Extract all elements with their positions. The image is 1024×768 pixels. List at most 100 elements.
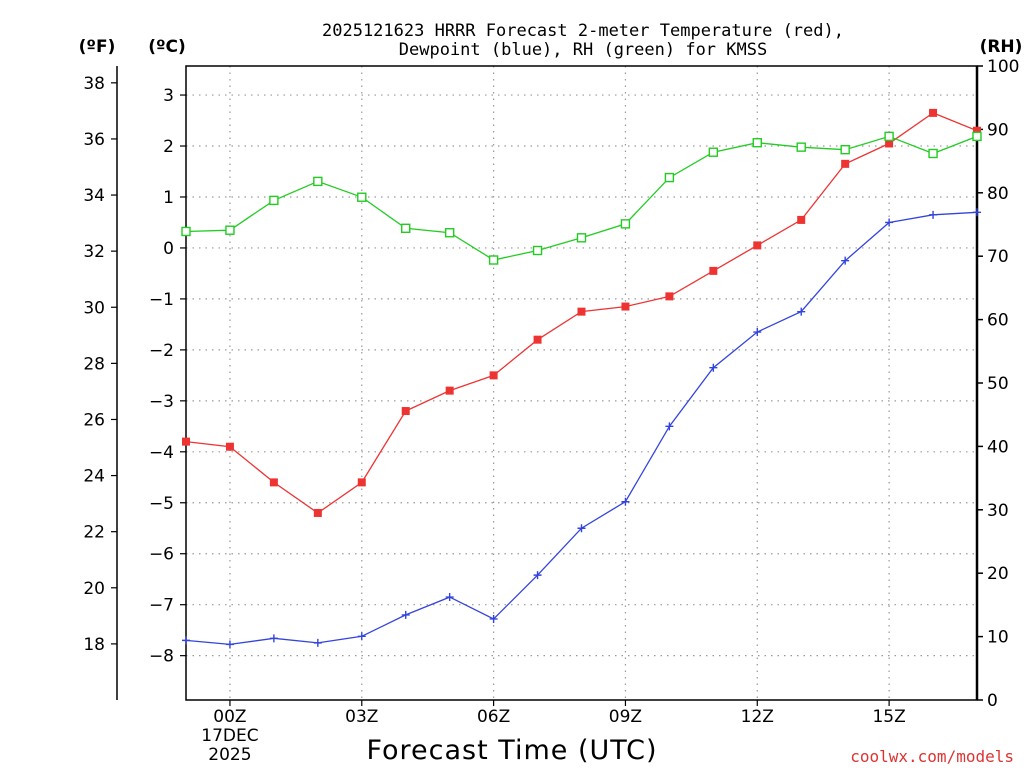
- dewpoint-point: [929, 210, 938, 219]
- celsius-tick-label: −3: [149, 392, 174, 412]
- dewpoint-point: [357, 632, 366, 641]
- 2-meter-temperature-point: [841, 159, 850, 168]
- rh-tick-label: 20: [987, 564, 1009, 584]
- dewpoint-point: [885, 218, 894, 227]
- dewpoint-point: [401, 610, 410, 619]
- rh-tick-label: 0: [987, 691, 998, 711]
- rh-point: [752, 138, 762, 148]
- rh-point: [488, 255, 499, 265]
- dewpoint-line: [185, 211, 978, 646]
- credit-link[interactable]: coolwx.com/models: [850, 747, 1014, 766]
- rh-tick-label: 40: [987, 437, 1009, 457]
- rh-point: [576, 233, 587, 243]
- x-tick-label: 15Z: [872, 707, 905, 727]
- rh-point: [884, 131, 894, 142]
- celsius-unit-label: (ºC): [148, 37, 186, 57]
- rh-point: [313, 176, 323, 187]
- 2-meter-temperature-point: [313, 508, 322, 517]
- rh-point: [269, 195, 279, 206]
- fahrenheit-tick-label: 34: [83, 186, 105, 206]
- celsius-tick-label: −5: [149, 494, 174, 514]
- celsius-tick-label: −7: [149, 596, 174, 616]
- dewpoint-point: [709, 363, 718, 372]
- fahrenheit-tick-label: 20: [83, 579, 105, 599]
- celsius-tick-label: 2: [163, 137, 174, 157]
- rh-point: [357, 192, 367, 202]
- 2-meter-temperature-point: [797, 215, 806, 224]
- 2-meter-temperature-point: [489, 371, 498, 380]
- x-tick-label: 03Z: [345, 707, 378, 727]
- rh-unit-label: (RH): [980, 37, 1023, 57]
- fahrenheit-unit-label: (ºF): [79, 37, 116, 57]
- dewpoint-point: [313, 638, 322, 647]
- 2-meter-temperature-point: [577, 307, 586, 316]
- dewpoint-point: [665, 422, 674, 431]
- rh-tick-label: 90: [987, 120, 1009, 140]
- rh-point: [532, 245, 543, 256]
- 2-meter-temperature-point: [753, 241, 762, 250]
- rh-tick-label: 30: [987, 501, 1009, 521]
- x-tick-date-label: 17DEC: [201, 726, 258, 746]
- x-tick-label: 09Z: [609, 707, 642, 727]
- rh-point: [225, 225, 235, 235]
- fahrenheit-tick-label: 26: [83, 410, 105, 430]
- x-tick-label: 12Z: [741, 707, 774, 727]
- rh-point: [181, 226, 191, 237]
- rh-point: [620, 219, 631, 229]
- rh-point: [664, 172, 675, 183]
- dewpoint-point: [533, 571, 542, 580]
- rh-point: [708, 147, 719, 157]
- x-tick-label: 00Z: [213, 707, 246, 727]
- fahrenheit-tick-label: 24: [83, 467, 105, 487]
- celsius-tick-label: 3: [163, 86, 174, 106]
- rh-tick-label: 10: [987, 628, 1009, 648]
- rh-point: [401, 223, 411, 234]
- celsius-tick-label: −2: [149, 341, 174, 361]
- fahrenheit-tick-label: 30: [83, 298, 105, 318]
- fahrenheit-tick-label: 32: [83, 242, 105, 262]
- dewpoint-point: [269, 634, 278, 643]
- chart-title-line-2: Dewpoint (blue), RH (green) for KMSS: [399, 40, 767, 60]
- celsius-tick-label: 1: [163, 188, 174, 208]
- 2-meter-temperature-point: [929, 108, 938, 117]
- dewpoint-point: [973, 208, 981, 217]
- fahrenheit-tick-label: 22: [83, 523, 105, 543]
- rh-point: [796, 142, 806, 152]
- 2-meter-temperature-point: [357, 478, 366, 487]
- 2-meter-temperature-point: [533, 335, 542, 344]
- rh-tick-label: 80: [987, 184, 1009, 204]
- dewpoint-point: [182, 636, 190, 645]
- tick-labels: 3210−1−2−3−4−5−6−7−838363432302826242220…: [83, 57, 1019, 765]
- 2-meter-temperature-point: [885, 139, 894, 148]
- rh-point: [444, 228, 455, 238]
- chart-title-line-1: 2025121623 HRRR Forecast 2-meter Tempera…: [322, 21, 844, 41]
- celsius-tick-label: −1: [149, 290, 174, 310]
- dewpoint-point: [797, 307, 806, 316]
- 2-meter-temperature-point: [621, 302, 630, 311]
- celsius-tick-label: −6: [149, 545, 174, 565]
- fahrenheit-tick-label: 38: [83, 74, 105, 94]
- gridlines: [186, 66, 977, 700]
- dewpoint-point: [489, 614, 498, 623]
- rh-point: [840, 144, 850, 155]
- x-axis-label: Forecast Time (UTC): [366, 735, 657, 766]
- plot-frame: [185, 65, 978, 701]
- 2-meter-temperature-point: [401, 407, 410, 416]
- rh-tick-label: 100: [987, 57, 1019, 77]
- celsius-tick-label: 0: [163, 239, 174, 259]
- x-tick-year-label: 2025: [208, 745, 251, 765]
- dewpoint-point: [841, 256, 850, 265]
- dewpoint-point: [577, 524, 586, 533]
- 2-meter-temperature-point: [225, 442, 234, 451]
- dewpoint-point: [753, 328, 762, 337]
- rh-tick-label: 70: [987, 247, 1009, 267]
- rh-point: [928, 148, 938, 159]
- celsius-tick-label: −4: [149, 443, 174, 463]
- 2-meter-temperature-point: [445, 386, 454, 395]
- dewpoint-point: [225, 640, 234, 649]
- axes: [111, 65, 983, 706]
- rh-tick-label: 50: [987, 374, 1009, 394]
- fahrenheit-tick-label: 36: [83, 130, 105, 150]
- 2-meter-temperature-point: [665, 292, 674, 301]
